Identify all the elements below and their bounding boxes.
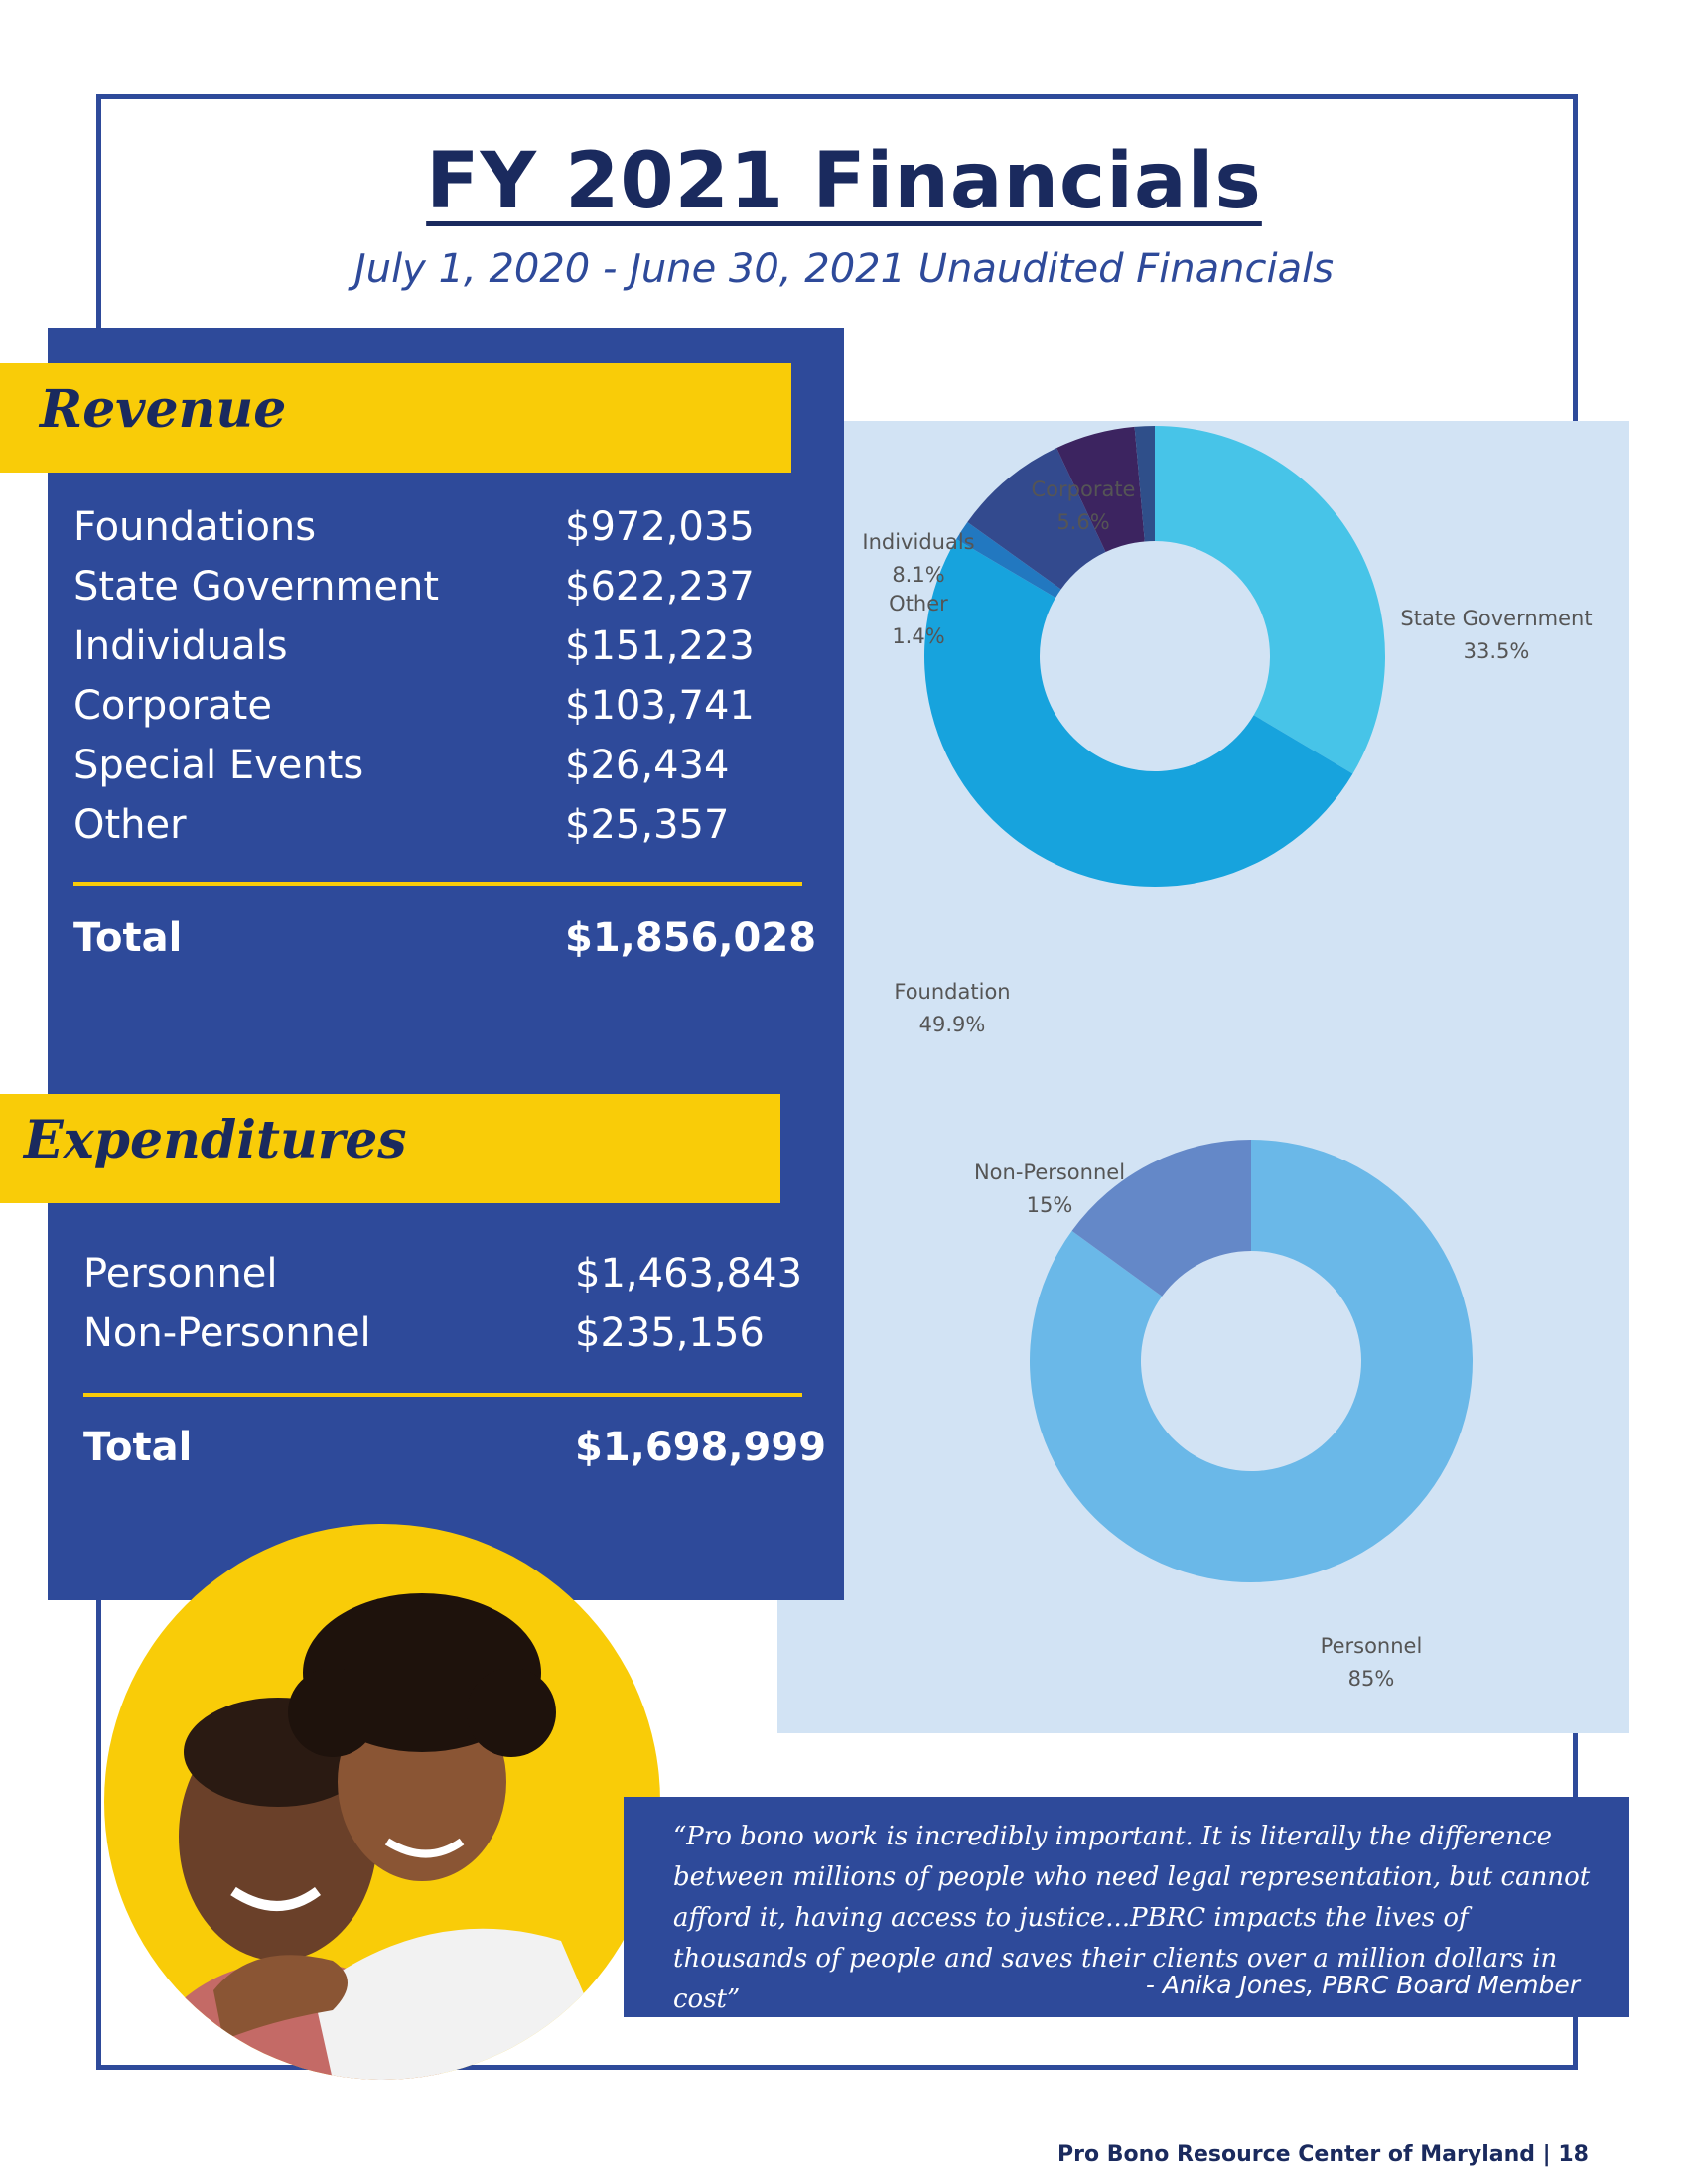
revenue-row-label: Individuals — [73, 623, 288, 669]
page-footer: Pro Bono Resource Center of Maryland | 1… — [1057, 2142, 1589, 2167]
revenue-row-value: $151,223 — [565, 623, 755, 669]
chart0-slice-other — [956, 521, 1061, 599]
family-photo — [104, 1524, 660, 2080]
revenue-row-value: $25,357 — [565, 802, 730, 848]
chart-panel: State Government 33.5% Foundation 49.9% Othe… — [777, 421, 1629, 1733]
page-title: FY 2021 Financials — [426, 137, 1262, 226]
chart0-label-other-name: Other — [889, 592, 948, 615]
chart0-label-foundation-name: Foundation — [894, 980, 1010, 1004]
donut-charts: State Government 33.5% Foundation 49.9% Othe… — [862, 426, 1593, 1691]
chart0-label-individuals-name: Individuals — [862, 530, 974, 554]
revenue-row-label: Other — [73, 802, 187, 848]
chart1-slice-personnel — [1030, 1140, 1473, 1582]
expenditures-row-label: Personnel — [83, 1251, 278, 1297]
chart0-label-corporate-value: 5.6% — [1056, 510, 1109, 534]
revenue-row-label: Special Events — [73, 743, 364, 788]
quote-box: “Pro bono work is incredibly important. … — [624, 1797, 1629, 2017]
revenue-row-label: Corporate — [73, 683, 272, 729]
expenditures-total-value: $1,698,999 — [575, 1425, 827, 1470]
footer-org: Pro Bono Resource Center of Maryland — [1056, 2142, 1535, 2167]
chart0-label-corporate-name: Corporate — [1032, 478, 1136, 501]
revenue-row-value: $26,434 — [565, 743, 730, 788]
revenue-row-value: $622,237 — [565, 564, 755, 610]
chart1-label-non-personnel-name: Non-Personnel — [974, 1160, 1125, 1184]
chart1-label-personnel-value: 85% — [1348, 1667, 1395, 1691]
chart0-slice-corporate — [1056, 426, 1145, 553]
chart0-slice-foundation — [923, 539, 1353, 887]
expenditures-row-value: $1,463,843 — [575, 1251, 803, 1297]
quote-text: “Pro bono work is incredibly important. … — [673, 1822, 1591, 2014]
quote-attribution: - Anika Jones, PBRC Board Member — [1145, 1971, 1580, 1999]
chart0-label-individuals-value: 8.1% — [892, 563, 944, 587]
chart0-slice-unlabeled — [1134, 426, 1155, 542]
expenditures-row-label: Non-Personnel — [83, 1310, 371, 1356]
chart0-label-state-government-name: State Government — [1400, 607, 1592, 630]
revenue-heading: Revenue — [40, 379, 287, 440]
revenue-row-label: State Government — [73, 564, 440, 610]
page-subtitle: July 1, 2020 - June 30, 2021 Unaudited F… — [353, 246, 1335, 292]
chart1-label-personnel-name: Personnel — [1321, 1634, 1423, 1658]
footer-separator: | — [1542, 2142, 1559, 2167]
revenue-total-label: Total — [73, 915, 183, 961]
revenue-row-value: $972,035 — [565, 504, 755, 550]
chart0-label-other-value: 1.4% — [892, 624, 944, 648]
footer-page-number: 18 — [1558, 2142, 1589, 2167]
expenditures-total-label: Total — [83, 1425, 193, 1470]
expenditures-heading-bar — [0, 1094, 780, 1203]
expenditures-row-value: $235,156 — [575, 1310, 765, 1356]
chart0-label-foundation-value: 49.9% — [919, 1013, 986, 1036]
chart0-label-state-government-value: 33.5% — [1464, 639, 1530, 663]
chart1-slice-non-personnel — [1071, 1140, 1251, 1297]
chart0-slice-state-government — [1155, 426, 1385, 774]
chart1-label-non-personnel-value: 15% — [1027, 1193, 1073, 1217]
revenue-divider — [73, 882, 802, 886]
expenditures-heading: Expenditures — [24, 1110, 407, 1170]
revenue-total-value: $1,856,028 — [565, 915, 817, 961]
revenue-heading-bar — [0, 363, 791, 473]
expenditures-divider — [83, 1393, 802, 1397]
revenue-row-label: Foundations — [73, 504, 317, 550]
chart0-slice-individuals — [967, 448, 1106, 590]
financials-panel — [48, 328, 844, 1600]
revenue-row-value: $103,741 — [565, 683, 755, 729]
